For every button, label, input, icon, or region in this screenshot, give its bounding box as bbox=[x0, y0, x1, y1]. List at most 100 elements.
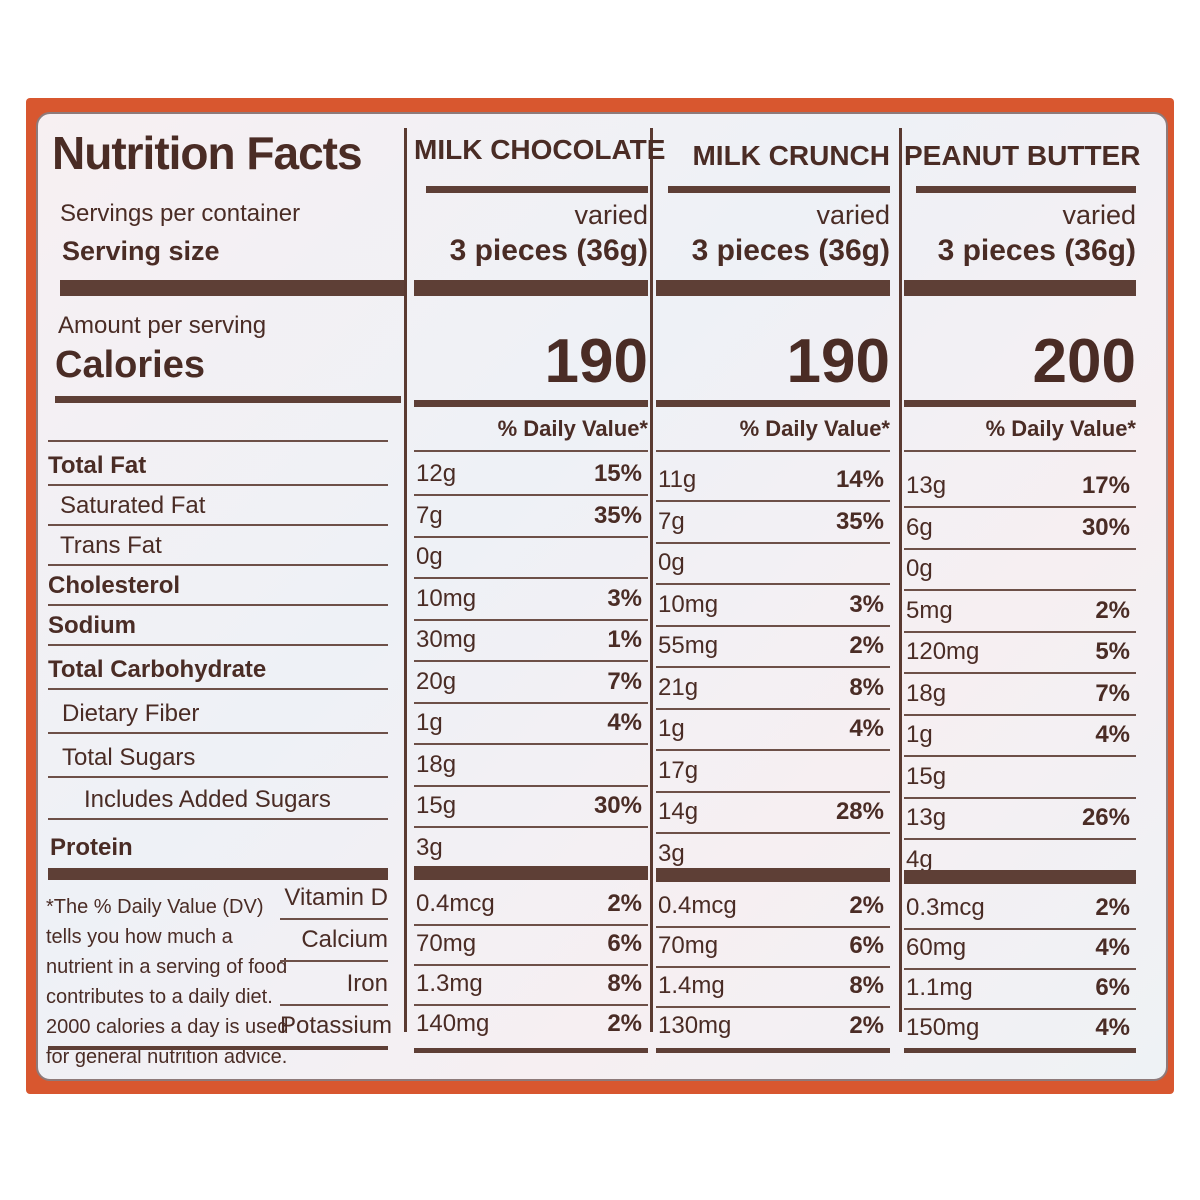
serving-divider-bar bbox=[656, 280, 890, 296]
column-divider-line bbox=[899, 128, 902, 1032]
nutrient-daily-value: 15% bbox=[593, 460, 642, 487]
nutrient-daily-value: 5% bbox=[1095, 638, 1130, 665]
serving-size-value: 3 pieces (36g) bbox=[937, 234, 1136, 267]
row-divider-line bbox=[904, 630, 1136, 633]
calories-value: 190 bbox=[786, 327, 890, 396]
nutrient-daily-value: 4% bbox=[607, 709, 642, 736]
nutrient-daily-value: 30% bbox=[1081, 513, 1130, 541]
row-divider-line bbox=[48, 688, 388, 690]
row-divider-line bbox=[656, 790, 890, 793]
nutrient-amount: 0g bbox=[658, 549, 685, 576]
serving-size-value: 3 pieces (36g) bbox=[691, 234, 890, 267]
nutrient-daily-value: 28% bbox=[835, 798, 884, 825]
row-divider-line bbox=[656, 707, 890, 710]
row-divider-line bbox=[414, 660, 648, 662]
row-divider-line bbox=[414, 964, 648, 966]
vitamin-amount: 0.4mcg bbox=[658, 892, 737, 919]
nutrient-amount: 13g bbox=[906, 472, 947, 499]
nutrient-daily-value: 3% bbox=[607, 584, 642, 612]
nutrient-label: Cholesterol bbox=[48, 572, 181, 599]
nutrient-label: Total Fat bbox=[48, 452, 147, 479]
nutrient-daily-value: 4% bbox=[1095, 721, 1130, 748]
vitamin-label: Calcium bbox=[301, 926, 388, 953]
nutrient-daily-value: 2% bbox=[1095, 596, 1130, 624]
vitamin-amount: 140mg bbox=[416, 1010, 490, 1037]
calories-divider-bar bbox=[904, 400, 1136, 407]
row-divider-line bbox=[656, 749, 890, 751]
row-divider-line bbox=[656, 666, 890, 668]
row-divider-line bbox=[656, 583, 890, 585]
protein-divider-bar bbox=[656, 868, 890, 882]
nutrient-amount: 15g bbox=[416, 792, 457, 819]
calories-divider-bar bbox=[55, 396, 401, 403]
product-name-3: PEANUT BUTTER bbox=[904, 140, 1141, 171]
row-divider-line bbox=[904, 968, 1136, 970]
row-divider-line bbox=[904, 450, 1136, 452]
nutrient-daily-value: 8% bbox=[849, 673, 884, 701]
nutrient-amount: 11g bbox=[658, 466, 697, 493]
nutrient-label: Total Carbohydrate bbox=[48, 656, 267, 683]
row-divider-line bbox=[48, 484, 388, 486]
daily-value-header: % Daily Value* bbox=[739, 416, 890, 441]
vitamin-daily-value: 2% bbox=[607, 890, 642, 917]
serving-divider-bar bbox=[904, 280, 1136, 296]
nutrient-daily-value: 17% bbox=[1081, 472, 1130, 499]
nutrient-daily-value: 14% bbox=[835, 466, 884, 493]
nutrient-amount: 17g bbox=[658, 756, 699, 784]
vitamin-daily-value: 2% bbox=[1095, 894, 1130, 921]
nutrient-amount: 21g bbox=[658, 673, 699, 701]
amount-per-serving-label: Amount per serving bbox=[58, 312, 267, 339]
nutrient-amount: 12g bbox=[416, 460, 457, 487]
nutrient-daily-value: 35% bbox=[835, 507, 884, 535]
row-divider-line bbox=[656, 500, 890, 502]
vitamin-daily-value: 8% bbox=[607, 970, 642, 997]
row-divider-line bbox=[48, 776, 388, 778]
daily-value-header: % Daily Value* bbox=[985, 416, 1136, 441]
nutrient-daily-value: 35% bbox=[593, 501, 642, 529]
servings-value: varied bbox=[1062, 200, 1136, 230]
bottom-rule bbox=[904, 1048, 1136, 1053]
row-divider-line bbox=[48, 524, 388, 526]
product-name-1: MILK CHOCOLATE bbox=[414, 134, 666, 165]
row-divider-line bbox=[656, 624, 890, 627]
row-divider-line bbox=[904, 589, 1136, 591]
vitamin-amount: 0.4mcg bbox=[416, 890, 495, 917]
nutrient-amount: 55mg bbox=[658, 632, 719, 659]
vitamin-daily-value: 8% bbox=[849, 972, 884, 999]
nutrient-label: Trans Fat bbox=[60, 532, 162, 559]
row-divider-line bbox=[48, 818, 388, 820]
row-divider-line bbox=[656, 1006, 890, 1008]
vitamin-amount: 0.3mcg bbox=[906, 894, 985, 921]
nutrient-amount: 7g bbox=[416, 501, 443, 529]
nutrient-amount: 5mg bbox=[906, 596, 953, 624]
servings-value: varied bbox=[816, 200, 890, 230]
vitamin-daily-value: 6% bbox=[849, 932, 884, 959]
nutrient-daily-value: 2% bbox=[849, 632, 884, 659]
row-divider-line bbox=[904, 755, 1136, 757]
label-title: Nutrition Facts bbox=[52, 127, 363, 179]
row-divider-line bbox=[280, 918, 388, 920]
vitamin-amount: 70mg bbox=[416, 930, 477, 957]
nutrient-amount: 3g bbox=[658, 839, 685, 867]
footnote-line: 2000 calories a day is used bbox=[46, 1016, 289, 1038]
nutrient-amount: 0g bbox=[906, 555, 933, 582]
footnote-line: nutrient in a serving of food bbox=[46, 956, 288, 978]
row-divider-line bbox=[656, 541, 890, 544]
protein-divider-bar bbox=[48, 868, 388, 880]
servings-value: varied bbox=[574, 200, 648, 230]
vitamin-amount: 70mg bbox=[658, 932, 719, 959]
vitamin-label: Iron bbox=[346, 970, 388, 997]
row-divider-line bbox=[656, 832, 890, 834]
nutrient-daily-value: 26% bbox=[1081, 804, 1130, 831]
nutrient-amount: 10mg bbox=[416, 584, 477, 612]
bottom-rule bbox=[414, 1048, 648, 1053]
servings-per-container-label: Servings per container bbox=[60, 200, 301, 227]
protein-divider-bar bbox=[904, 870, 1136, 884]
calories-value: 200 bbox=[1032, 327, 1136, 396]
nutrient-daily-value: 3% bbox=[849, 590, 884, 618]
nutrient-label: Saturated Fat bbox=[60, 492, 206, 519]
row-divider-line bbox=[48, 644, 388, 646]
row-divider-line bbox=[48, 604, 388, 606]
vitamin-amount: 1.3mg bbox=[416, 970, 483, 997]
vitamin-amount: 130mg bbox=[658, 1012, 732, 1039]
